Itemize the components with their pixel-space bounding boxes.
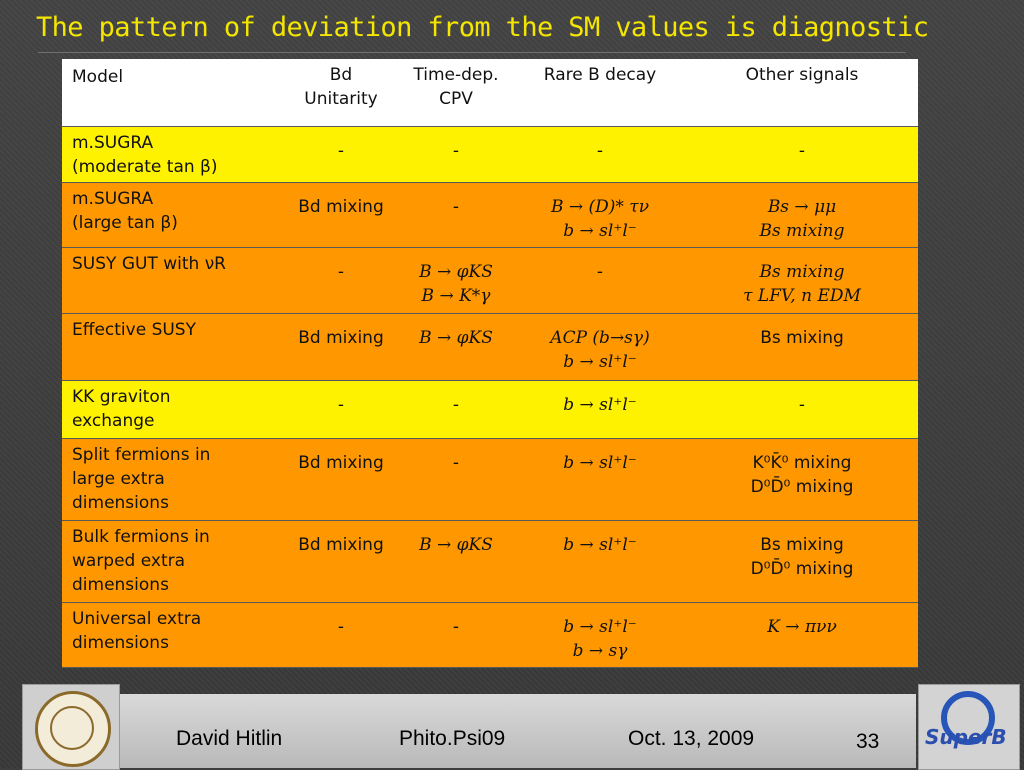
other-signals-cell: K⁰K̄⁰ mixing D⁰D̄⁰ mixing <box>686 438 918 521</box>
header-model: Model <box>62 59 284 127</box>
table-row: Effective SUSY Bd mixing B → φKS ACP (b→sγ)… <box>62 313 918 381</box>
table-header-row: Model Bd Unitarity Time-dep. CPV Rare B de… <box>62 59 918 127</box>
cpv-cell: - <box>398 380 514 439</box>
cpv-cell: - <box>398 602 514 668</box>
superb-logo-text: SuperB <box>925 725 1007 749</box>
other-signals-cell: - <box>686 380 918 439</box>
header-unitarity: Bd Unitarity <box>284 59 398 127</box>
slide-title: The pattern of deviation from the SM val… <box>36 12 929 43</box>
cpv-cell: B → φKS B → K*γ <box>398 247 514 314</box>
table-row: KK graviton exchange - - b → sl⁺l⁻ - <box>62 380 918 439</box>
model-name-cell: m.SUGRA (large tan β) <box>62 182 284 248</box>
comparison-table: Model Bd Unitarity Time-dep. CPV Rare B de… <box>62 59 918 668</box>
header-cpv: Time-dep. CPV <box>398 59 514 127</box>
other-signals-cell: Bs mixing D⁰D̄⁰ mixing <box>686 520 918 603</box>
unitarity-cell: - <box>284 126 398 183</box>
table-row: Split fermions in large extra dimensions Bd… <box>62 438 918 521</box>
rare-decay-cell: b → sl⁺l⁻ <box>514 438 686 521</box>
other-signals-cell: Bs mixing τ LFV, n EDM <box>686 247 918 314</box>
other-signals-cell: - <box>686 126 918 183</box>
model-name-cell: KK graviton exchange <box>62 380 284 439</box>
rare-decay-cell: - <box>514 126 686 183</box>
table-row: m.SUGRA (large tan β) Bd mixing - B → (D)* τ… <box>62 182 918 248</box>
rare-decay-cell: b → sl⁺l⁻ <box>514 380 686 439</box>
rare-decay-cell: ACP (b→sγ) b → sl⁺l⁻ <box>514 313 686 381</box>
table-row: m.SUGRA (moderate tan β) - - - - <box>62 126 918 183</box>
unitarity-cell: - <box>284 380 398 439</box>
rare-decay-cell: b → sl⁺l⁻ b → sγ <box>514 602 686 668</box>
title-underline <box>38 52 906 53</box>
footer-event: Phito.Psi09 <box>399 727 506 750</box>
model-name-cell: Universal extra dimensions <box>62 602 284 668</box>
rare-decay-cell: B → (D)* τν b → sl⁺l⁻ <box>514 182 686 248</box>
cpv-cell: - <box>398 182 514 248</box>
cpv-cell: - <box>398 438 514 521</box>
footer-page-number: 33 <box>856 730 880 753</box>
unitarity-cell: - <box>284 247 398 314</box>
institute-seal-logo <box>22 684 120 770</box>
header-rare-decay: Rare B decay <box>514 59 686 127</box>
footer-date: Oct. 13, 2009 <box>628 727 755 750</box>
unitarity-cell: - <box>284 602 398 668</box>
superb-logo: SuperB <box>918 684 1020 770</box>
unitarity-cell: Bd mixing <box>284 313 398 381</box>
rare-decay-cell: - <box>514 247 686 314</box>
cpv-cell: B → φKS <box>398 313 514 381</box>
table-row: Bulk fermions in warped extra dimensions Bd… <box>62 520 918 603</box>
unitarity-cell: Bd mixing <box>284 438 398 521</box>
model-name-cell: Bulk fermions in warped extra dimensions <box>62 520 284 603</box>
footer-bar <box>120 694 916 768</box>
cpv-cell: - <box>398 126 514 183</box>
superb-ring-icon <box>941 691 995 745</box>
slide-footer: David Hitlin Phito.Psi09 Oct. 13, 2009 3… <box>0 682 1024 770</box>
cpv-cell: B → φKS <box>398 520 514 603</box>
header-other-signals: Other signals <box>686 59 918 127</box>
model-name-cell: SUSY GUT with νR <box>62 247 284 314</box>
other-signals-cell: K → πνν <box>686 602 918 668</box>
footer-author: David Hitlin <box>176 727 283 750</box>
table-row: SUSY GUT with νR - B → φKS B → K*γ - Bs mixin… <box>62 247 918 314</box>
rare-decay-cell: b → sl⁺l⁻ <box>514 520 686 603</box>
table-row: Universal extra dimensions - - b → sl⁺l⁻ b → … <box>62 602 918 668</box>
unitarity-cell: Bd mixing <box>284 520 398 603</box>
model-name-cell: Split fermions in large extra dimensions <box>62 438 284 521</box>
other-signals-cell: Bs → μμ Bs mixing <box>686 182 918 248</box>
other-signals-cell: Bs mixing <box>686 313 918 381</box>
model-name-cell: Effective SUSY <box>62 313 284 381</box>
seal-icon <box>35 691 111 767</box>
unitarity-cell: Bd mixing <box>284 182 398 248</box>
model-name-cell: m.SUGRA (moderate tan β) <box>62 126 284 183</box>
